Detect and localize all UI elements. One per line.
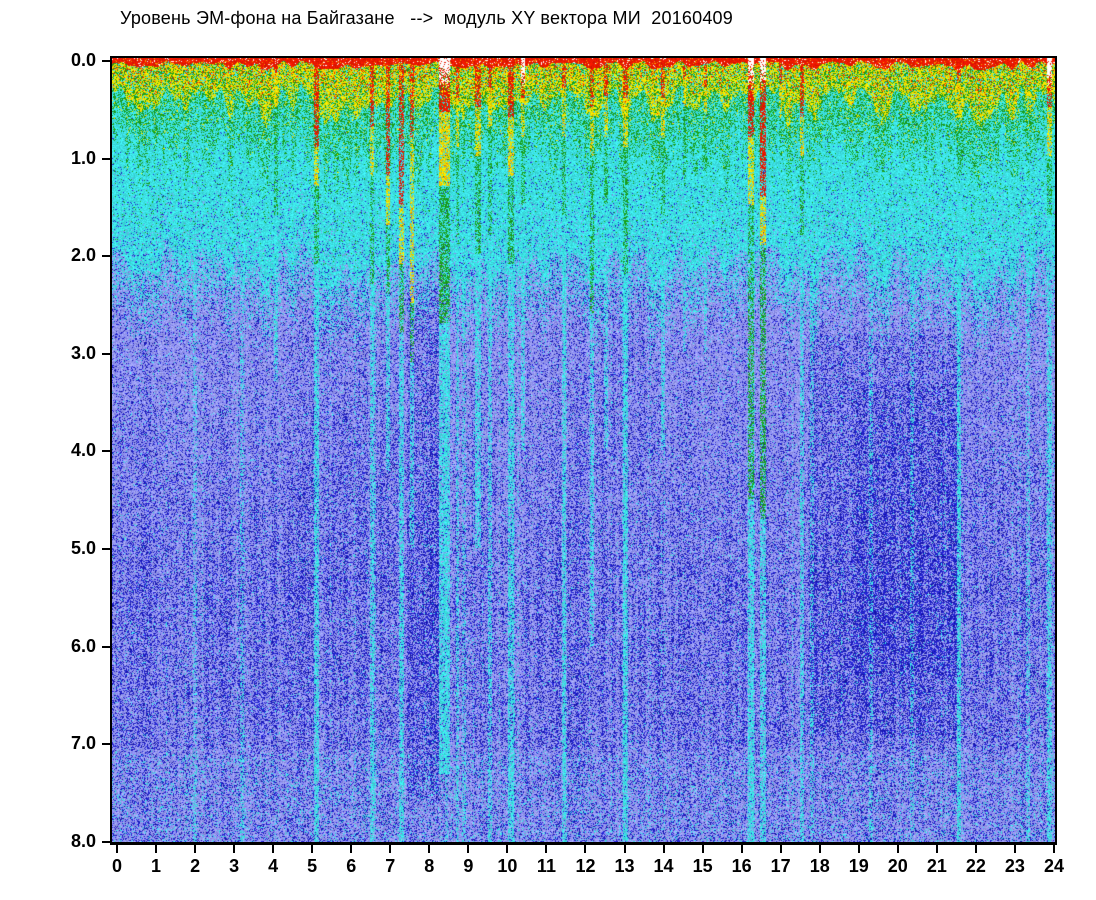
- y-axis-tick: [102, 548, 110, 551]
- x-axis-tick: [545, 845, 548, 853]
- x-axis-tick-label: 6: [346, 856, 357, 876]
- x-axis-tick-label: 8: [424, 856, 435, 876]
- x-axis-tick: [272, 845, 275, 853]
- x-axis-tick-label: 12: [575, 856, 596, 876]
- x-axis-tick: [935, 845, 938, 853]
- x-axis-tick-label: 13: [614, 856, 635, 876]
- y-axis-tick: [102, 743, 110, 746]
- x-axis-tick: [857, 845, 860, 853]
- x-axis-tick-label: 20: [887, 856, 908, 876]
- x-axis-tick: [506, 845, 509, 853]
- x-axis-tick: [974, 845, 977, 853]
- y-axis-tick-label: 7.0: [70, 733, 96, 754]
- x-axis-tick-label: 7: [385, 856, 396, 876]
- x-axis-tick: [155, 845, 158, 853]
- x-axis-tick: [623, 845, 626, 853]
- y-axis-tick-label: 4.0: [70, 440, 96, 461]
- x-axis-tick: [116, 845, 118, 853]
- x-axis-tick: [779, 845, 782, 853]
- x-axis-tick: [818, 845, 821, 853]
- x-axis-tick-label: 17: [770, 856, 791, 876]
- chart-title: Уровень ЭМ-фона на Байгазане --> модуль …: [120, 8, 733, 28]
- x-axis-tick-label: 5: [307, 856, 318, 876]
- y-axis-tick-label: 5.0: [70, 538, 96, 559]
- y-axis-tick: [102, 450, 110, 453]
- x-axis-tick: [740, 845, 743, 853]
- y-axis-tick-label: 1.0: [70, 147, 96, 168]
- x-axis-tick-label: 24: [1043, 856, 1064, 876]
- y-axis-tick-label: 2.0: [70, 245, 96, 266]
- x-axis-tick-label: 19: [848, 856, 869, 876]
- x-axis-tick: [428, 845, 431, 853]
- x-axis-tick: [1052, 845, 1055, 853]
- y-axis-tick: [102, 352, 110, 355]
- x-axis-tick: [584, 845, 587, 853]
- x-axis-tick: [896, 845, 899, 853]
- y-axis-tick: [102, 840, 110, 843]
- x-axis-tick-label: 2: [190, 856, 201, 876]
- plot-frame: [110, 56, 1057, 845]
- x-axis-tick-label: 21: [926, 856, 947, 876]
- x-axis-tick: [311, 845, 314, 853]
- y-axis-tick-label: 6.0: [70, 635, 96, 656]
- x-axis-tick-label: 9: [463, 856, 474, 876]
- x-axis-tick: [662, 845, 665, 853]
- x-axis-tick-label: 22: [965, 856, 986, 876]
- x-axis-tick: [233, 845, 236, 853]
- x-axis-tick-label: 10: [497, 856, 518, 876]
- x-axis-tick-label: 15: [692, 856, 713, 876]
- y-axis-tick: [102, 645, 110, 648]
- x-axis-tick-label: 11: [536, 856, 556, 876]
- x-axis-tick: [1013, 845, 1016, 853]
- x-axis-tick-label: 23: [1004, 856, 1025, 876]
- x-axis-tick: [194, 845, 197, 853]
- y-axis-tick: [102, 255, 110, 258]
- spectrogram-canvas: [112, 58, 1055, 842]
- x-axis-tick-label: 4: [268, 856, 279, 876]
- y-axis-tick-label: 3.0: [70, 342, 96, 363]
- y-axis-tick-label: 0.0: [70, 50, 96, 70]
- x-axis-tick-label: 14: [653, 856, 674, 876]
- x-axis-tick-label: 18: [809, 856, 830, 876]
- x-axis-tick-label: 16: [731, 856, 752, 876]
- y-axis-tick: [102, 60, 110, 62]
- x-axis-tick: [389, 845, 392, 853]
- x-axis-tick-label: 3: [229, 856, 240, 876]
- y-axis-tick-label: 8.0: [70, 830, 96, 851]
- y-axis-tick: [102, 157, 110, 160]
- x-axis-tick: [350, 845, 353, 853]
- x-axis-tick: [701, 845, 704, 853]
- x-axis-tick-label: 1: [151, 856, 162, 876]
- x-axis-tick: [467, 845, 470, 853]
- x-axis-tick-label: 0: [111, 856, 122, 876]
